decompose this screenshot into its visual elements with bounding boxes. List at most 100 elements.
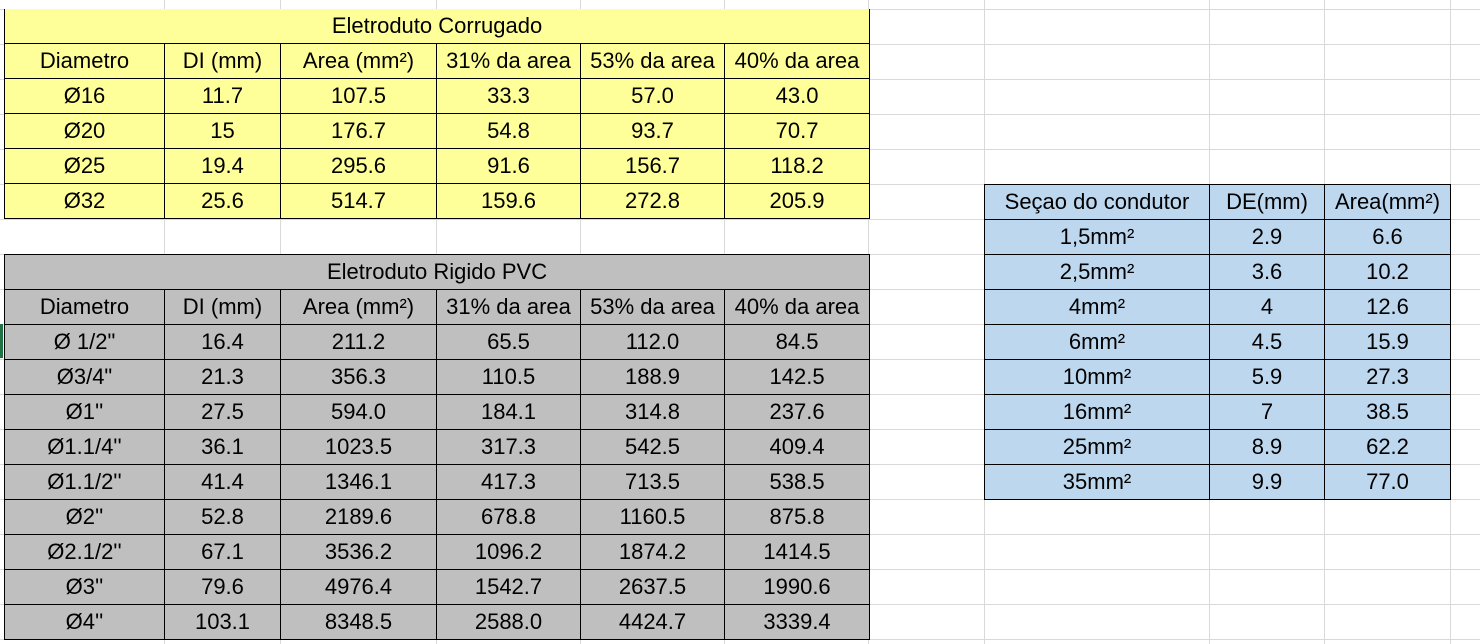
cell[interactable]: Ø25 bbox=[4, 148, 165, 184]
cell[interactable]: 107.5 bbox=[280, 78, 437, 114]
cell[interactable]: 33.3 bbox=[436, 78, 581, 114]
cell[interactable]: 118.2 bbox=[723, 148, 871, 184]
cell[interactable]: Ø3/4" bbox=[4, 359, 165, 395]
cell[interactable]: 417.3 bbox=[436, 464, 581, 500]
cell[interactable]: 4mm² bbox=[984, 289, 1210, 325]
cell[interactable]: Ø2'' bbox=[4, 499, 165, 535]
cell[interactable]: 156.7 bbox=[580, 148, 725, 184]
cell[interactable]: 16.4 bbox=[164, 324, 281, 360]
cell[interactable]: 1542.7 bbox=[436, 569, 581, 605]
cell[interactable]: 4424.7 bbox=[580, 604, 725, 640]
cell[interactable]: 1874.2 bbox=[580, 534, 725, 570]
cell[interactable]: 356.3 bbox=[280, 359, 437, 395]
header-cell[interactable]: 31% da area bbox=[436, 43, 581, 79]
header-cell[interactable]: 40% da area bbox=[723, 43, 871, 79]
cell[interactable]: 314.8 bbox=[580, 394, 725, 430]
cell[interactable]: 25mm² bbox=[984, 429, 1210, 465]
cell[interactable]: 103.1 bbox=[164, 604, 281, 640]
cell[interactable]: 184.1 bbox=[436, 394, 581, 430]
cell[interactable]: 6mm² bbox=[984, 324, 1210, 360]
rigido-title[interactable]: Eletroduto Rigido PVC bbox=[3, 254, 871, 290]
header-cell[interactable]: DE(mm) bbox=[1209, 184, 1325, 220]
cell[interactable]: 77.0 bbox=[1324, 464, 1451, 500]
cell[interactable]: 188.9 bbox=[580, 359, 725, 395]
corrugado-title[interactable]: Eletroduto Corrugado bbox=[3, 9, 871, 44]
header-cell[interactable]: DI (mm) bbox=[164, 43, 281, 79]
cell[interactable]: Ø20 bbox=[4, 113, 165, 149]
cell[interactable]: 110.5 bbox=[436, 359, 581, 395]
cell[interactable]: 91.6 bbox=[436, 148, 581, 184]
cell[interactable]: 112.0 bbox=[580, 324, 725, 360]
cell[interactable]: 542.5 bbox=[580, 429, 725, 465]
cell[interactable]: 19.4 bbox=[164, 148, 281, 184]
header-cell[interactable]: Area(mm²) bbox=[1324, 184, 1451, 220]
cell[interactable]: 11.7 bbox=[164, 78, 281, 114]
cell[interactable]: 57.0 bbox=[580, 78, 725, 114]
cell[interactable]: 142.5 bbox=[723, 359, 871, 395]
cell[interactable]: 54.8 bbox=[436, 113, 581, 149]
cell[interactable]: 12.6 bbox=[1324, 289, 1451, 325]
cell[interactable]: 2.9 bbox=[1209, 219, 1325, 255]
cell[interactable]: 205.9 bbox=[723, 183, 871, 219]
header-cell[interactable]: Diametro bbox=[4, 43, 165, 79]
cell[interactable]: Ø1'' bbox=[4, 394, 165, 430]
cell[interactable]: 409.4 bbox=[723, 429, 871, 465]
cell[interactable]: 65.5 bbox=[436, 324, 581, 360]
cell[interactable]: 84.5 bbox=[723, 324, 871, 360]
cell[interactable]: 4.5 bbox=[1209, 324, 1325, 360]
cell[interactable]: 1414.5 bbox=[723, 534, 871, 570]
cell[interactable]: 15 bbox=[164, 113, 281, 149]
cell[interactable]: 7 bbox=[1209, 394, 1325, 430]
cell[interactable]: 93.7 bbox=[580, 113, 725, 149]
cell[interactable]: 159.6 bbox=[436, 183, 581, 219]
cell[interactable]: 317.3 bbox=[436, 429, 581, 465]
cell[interactable]: 514.7 bbox=[280, 183, 437, 219]
cell[interactable]: 2189.6 bbox=[280, 499, 437, 535]
cell[interactable]: 1096.2 bbox=[436, 534, 581, 570]
cell[interactable]: 295.6 bbox=[280, 148, 437, 184]
cell[interactable]: 27.3 bbox=[1324, 359, 1451, 395]
cell[interactable]: 8348.5 bbox=[280, 604, 437, 640]
header-cell[interactable]: 31% da area bbox=[436, 289, 581, 325]
cell[interactable]: 211.2 bbox=[280, 324, 437, 360]
cell[interactable]: 538.5 bbox=[723, 464, 871, 500]
cell[interactable]: 1346.1 bbox=[280, 464, 437, 500]
cell[interactable]: 272.8 bbox=[580, 183, 725, 219]
cell[interactable]: 67.1 bbox=[164, 534, 281, 570]
cell[interactable]: Ø1.1/2'' bbox=[4, 464, 165, 500]
cell[interactable]: 3536.2 bbox=[280, 534, 437, 570]
header-cell[interactable]: Diametro bbox=[4, 289, 165, 325]
cell[interactable]: 4976.4 bbox=[280, 569, 437, 605]
cell[interactable]: 3.6 bbox=[1209, 254, 1325, 290]
cell[interactable]: 594.0 bbox=[280, 394, 437, 430]
header-cell[interactable]: 53% da area bbox=[580, 289, 725, 325]
cell[interactable]: 678.8 bbox=[436, 499, 581, 535]
cell[interactable]: 875.8 bbox=[723, 499, 871, 535]
cell[interactable]: Ø3'' bbox=[4, 569, 165, 605]
cell[interactable]: 35mm² bbox=[984, 464, 1210, 500]
cell[interactable]: Ø 1/2" bbox=[4, 324, 165, 360]
cell[interactable]: 25.6 bbox=[164, 183, 281, 219]
header-cell[interactable]: DI (mm) bbox=[164, 289, 281, 325]
cell[interactable]: 2637.5 bbox=[580, 569, 725, 605]
cell[interactable]: 6.6 bbox=[1324, 219, 1451, 255]
cell[interactable]: 10mm² bbox=[984, 359, 1210, 395]
cell[interactable]: Ø1.1/4'' bbox=[4, 429, 165, 465]
cell[interactable]: 43.0 bbox=[723, 78, 871, 114]
cell[interactable]: 237.6 bbox=[723, 394, 871, 430]
cell[interactable]: Ø32 bbox=[4, 183, 165, 219]
cell[interactable]: 5.9 bbox=[1209, 359, 1325, 395]
cell[interactable]: 1990.6 bbox=[723, 569, 871, 605]
cell[interactable]: 79.6 bbox=[164, 569, 281, 605]
cell[interactable]: 8.9 bbox=[1209, 429, 1325, 465]
cell[interactable]: Ø16 bbox=[4, 78, 165, 114]
cell[interactable]: 3339.4 bbox=[723, 604, 871, 640]
header-cell[interactable]: Seçao do condutor bbox=[984, 184, 1210, 220]
cell[interactable]: 176.7 bbox=[280, 113, 437, 149]
header-cell[interactable]: 53% da area bbox=[580, 43, 725, 79]
header-cell[interactable]: 40% da area bbox=[723, 289, 871, 325]
cell[interactable]: Ø2.1/2'' bbox=[4, 534, 165, 570]
cell[interactable]: 4 bbox=[1209, 289, 1325, 325]
cell[interactable]: 713.5 bbox=[580, 464, 725, 500]
header-cell[interactable]: Area (mm²) bbox=[280, 43, 437, 79]
